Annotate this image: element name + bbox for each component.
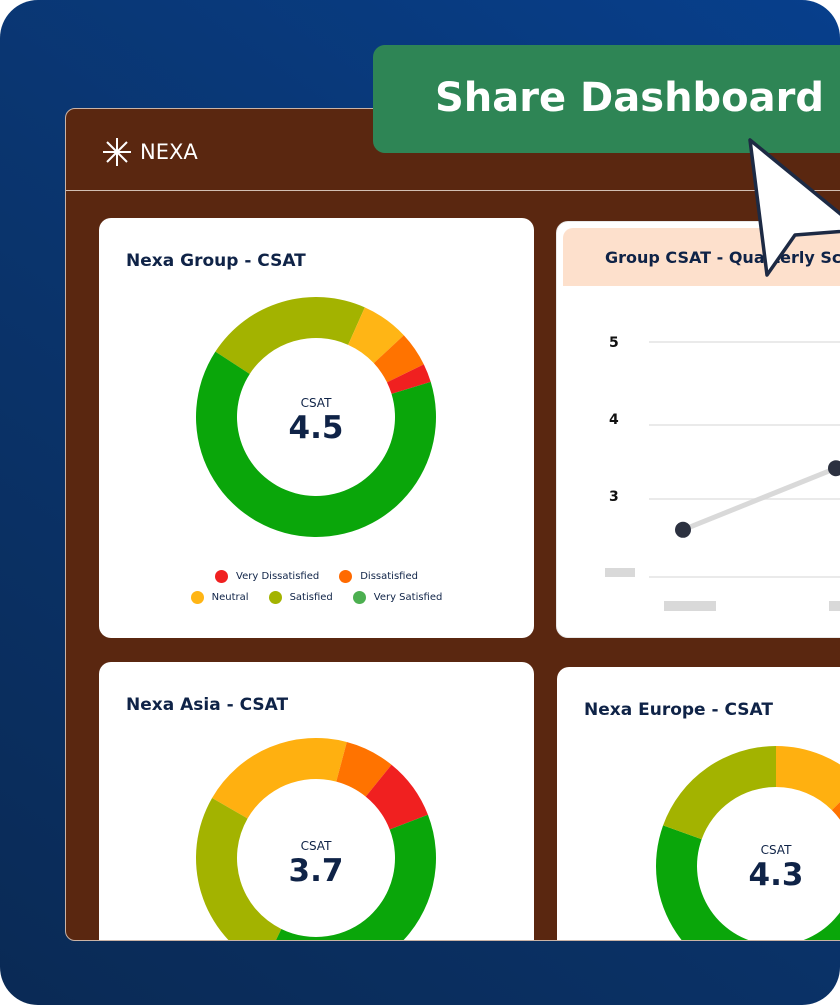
share-dashboard-button[interactable]: Share Dashboard <box>373 45 840 153</box>
line-chart: 5 4 3 <box>605 335 840 611</box>
donut-segment-very-satisfied[interactable] <box>196 351 436 537</box>
legend-dot-icon <box>190 591 204 604</box>
y-tick-label: 4 <box>609 412 619 428</box>
donut-chart <box>196 297 436 537</box>
data-point <box>828 460 840 477</box>
donut-segment-satisfied[interactable] <box>215 297 365 374</box>
donut-segment-very-satisfied[interactable] <box>263 814 436 941</box>
legend-label: Dissatisfied <box>360 571 418 582</box>
legend-dot-icon <box>339 570 353 583</box>
donut-segment-dissatisfied[interactable] <box>831 781 840 845</box>
donut-segment-neutral[interactable] <box>348 307 404 364</box>
donut-segment-satisfied[interactable] <box>663 746 776 840</box>
donut-segment-very-dissatisfied[interactable] <box>365 764 428 830</box>
y-tick-label: 5 <box>609 335 619 351</box>
metric-label: CSAT <box>300 839 332 853</box>
csat-center: CSAT 4.3 <box>726 843 826 893</box>
dashboard-header: NEXA <box>66 109 840 191</box>
x-tick-placeholder <box>664 601 716 611</box>
metric-value: 4.5 <box>288 410 344 446</box>
card-group-csat: Nexa Group - CSAT CSAT 4.5 Very Dissatisf… <box>99 218 534 638</box>
brand-name: NEXA <box>140 140 198 164</box>
card-asia-csat: Nexa Asia - CSAT CSAT 3.7 <box>99 662 534 941</box>
donut-segment-satisfied[interactable] <box>196 798 282 941</box>
metric-label: CSAT <box>300 396 332 410</box>
legend-label: Neutral <box>211 592 249 603</box>
asterisk-star-icon <box>103 138 131 166</box>
donut-segment-very-dissatisfied[interactable] <box>386 364 431 394</box>
y-tick-placeholder <box>605 568 635 577</box>
mouse-pointer-icon <box>748 138 840 277</box>
metric-label: CSAT <box>760 843 792 857</box>
legend: Very Dissatisfied Dissatisfied Neutral Sat… <box>99 570 534 612</box>
donut-segment-dissatisfied[interactable] <box>373 335 424 383</box>
card-title: Nexa Europe - CSAT <box>584 700 773 720</box>
donut-segment-neutral[interactable] <box>212 738 347 819</box>
series-line <box>682 465 837 533</box>
y-tick-label: 3 <box>609 489 619 505</box>
donut-chart <box>196 738 436 941</box>
legend-dot-icon <box>268 591 282 604</box>
metric-value: 3.7 <box>288 853 344 889</box>
card-title: Nexa Group - CSAT <box>126 251 306 271</box>
card-title: Nexa Asia - CSAT <box>126 695 289 715</box>
legend-item: Satisfied <box>268 591 333 604</box>
card-quarterly-score: Group CSAT - Quarterly Score 543 <box>556 221 840 638</box>
brand-logo[interactable]: NEXA <box>102 137 198 167</box>
dashboard-window: NEXA Nexa Group - CSAT CSAT 4.5 Very Diss… <box>65 108 840 941</box>
card-europe-csat: Nexa Europe - CSAT CSAT 4.3 <box>557 667 840 941</box>
legend-label: Satisfied <box>289 592 333 603</box>
csat-center: CSAT 4.5 <box>266 396 366 446</box>
donut-segment-neutral[interactable] <box>776 746 840 811</box>
csat-center: CSAT 3.7 <box>266 839 366 889</box>
x-tick-placeholder <box>829 601 840 611</box>
legend-item: Very Satisfied <box>352 591 443 604</box>
legend-label: Very Dissatisfied <box>236 571 320 582</box>
donut-segment-dissatisfied[interactable] <box>336 742 392 797</box>
legend-dot-icon <box>352 591 366 604</box>
legend-dot-icon <box>215 570 229 583</box>
legend-item: Neutral <box>190 591 249 604</box>
metric-value: 4.3 <box>748 857 804 893</box>
legend-item: Dissatisfied <box>339 570 418 583</box>
legend-label: Very Satisfied <box>373 592 443 603</box>
data-point <box>675 521 691 538</box>
legend-item: Very Dissatisfied <box>215 570 319 583</box>
donut-chart <box>656 746 840 941</box>
donut-segment-very-satisfied[interactable] <box>656 825 840 941</box>
